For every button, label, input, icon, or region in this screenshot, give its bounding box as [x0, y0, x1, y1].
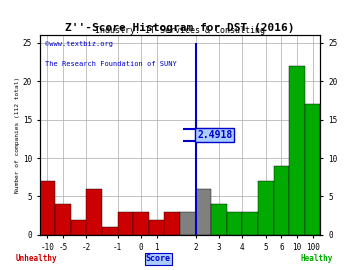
- Text: The Research Foundation of SUNY: The Research Foundation of SUNY: [45, 61, 177, 67]
- Text: Healthy: Healthy: [301, 254, 333, 263]
- Bar: [102, 227, 118, 235]
- Bar: [71, 220, 86, 235]
- Bar: [165, 212, 180, 235]
- Bar: [133, 212, 149, 235]
- Bar: [258, 181, 274, 235]
- Bar: [40, 181, 55, 235]
- Bar: [289, 66, 305, 235]
- Bar: [118, 212, 133, 235]
- Bar: [86, 189, 102, 235]
- Text: 2.4918: 2.4918: [197, 130, 233, 140]
- Text: Score: Score: [146, 254, 171, 263]
- Y-axis label: Number of companies (112 total): Number of companies (112 total): [15, 77, 20, 193]
- Title: Z''-Score Histogram for DST (2016): Z''-Score Histogram for DST (2016): [65, 23, 295, 33]
- Text: Industry: IT Services & Consulting: Industry: IT Services & Consulting: [95, 26, 265, 35]
- Bar: [274, 166, 289, 235]
- Text: Unhealthy: Unhealthy: [15, 254, 57, 263]
- Bar: [195, 189, 211, 235]
- Bar: [149, 220, 165, 235]
- Bar: [242, 212, 258, 235]
- Bar: [305, 104, 320, 235]
- Bar: [227, 212, 242, 235]
- Bar: [180, 212, 195, 235]
- Bar: [55, 204, 71, 235]
- Bar: [211, 204, 227, 235]
- Text: ©www.textbiz.org: ©www.textbiz.org: [45, 41, 113, 47]
